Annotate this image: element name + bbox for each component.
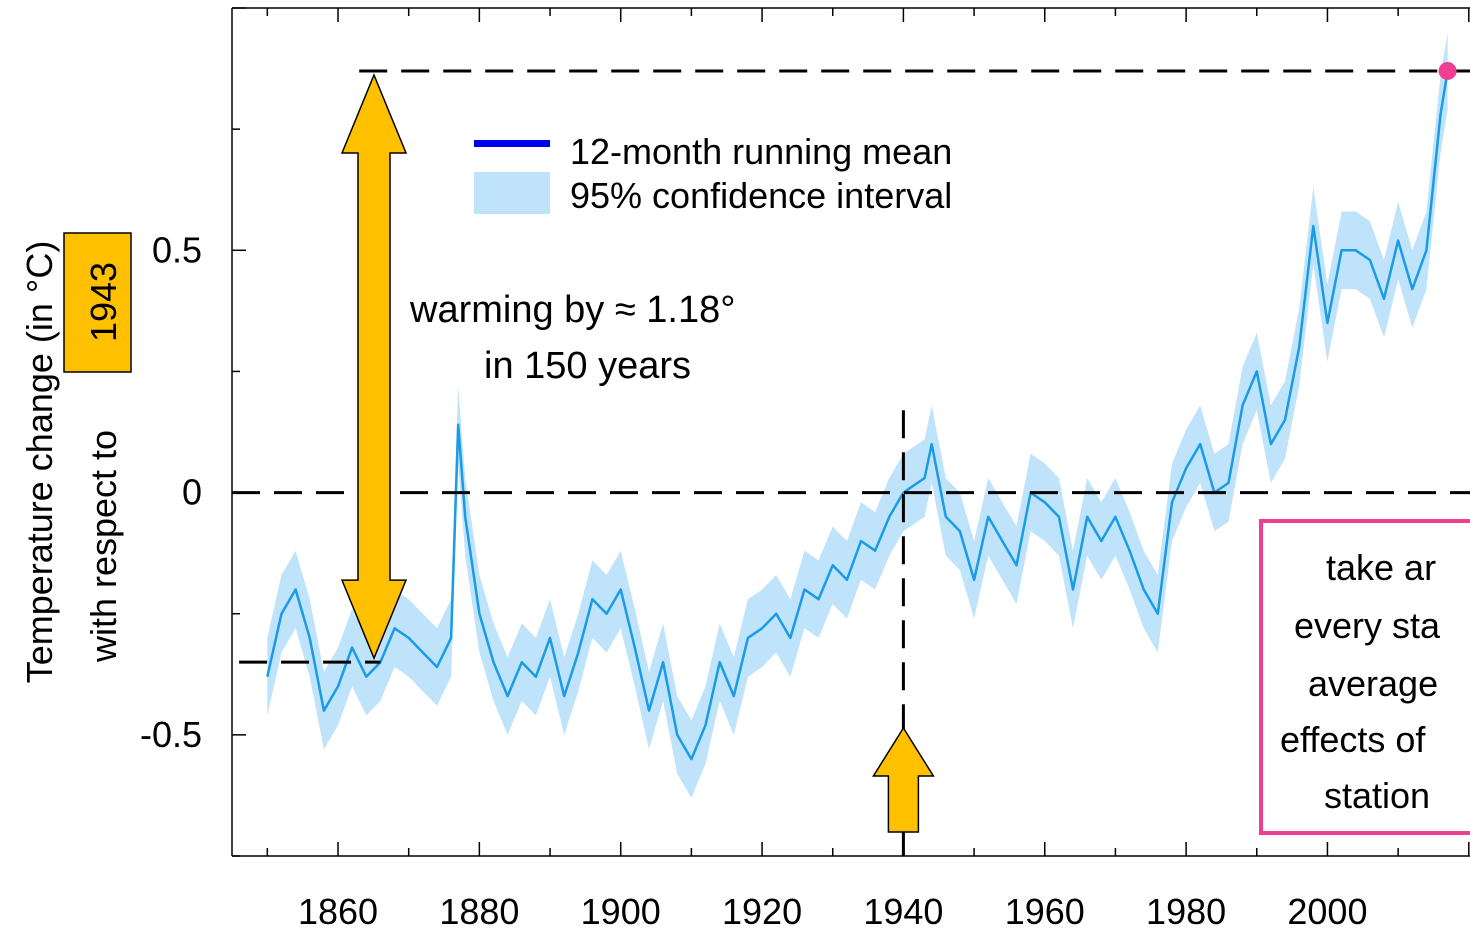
y-tick-label: 0	[182, 472, 202, 513]
info-box: take ar every sta average effects of sta…	[1259, 519, 1470, 835]
y-tick-label: 0.5	[152, 229, 202, 270]
x-tick-label: 1900	[581, 891, 661, 930]
info-box-line-1: take ar	[1326, 547, 1436, 588]
running-mean-layer	[266, 70, 1449, 761]
info-box-line-3: average	[1308, 663, 1438, 704]
warming-annotation-line1: warming by ≈ 1.18°	[409, 289, 735, 331]
legend: 12-month running mean 95% confidence int…	[474, 131, 952, 216]
info-box-frame	[1259, 519, 1470, 835]
x-tick-label: 1880	[439, 891, 519, 930]
reference-lines-layer	[232, 61, 1470, 856]
warming-annotation-line2: in 150 years	[484, 345, 691, 387]
x-tick-label: 1920	[722, 891, 802, 930]
legend-label-running-mean: 12-month running mean	[570, 131, 952, 172]
end-point-marker	[1438, 61, 1457, 80]
reference-year-highlight	[63, 232, 132, 373]
running-mean-line	[266, 70, 1449, 761]
x-tick-label: 2000	[1287, 891, 1367, 930]
y-axis-label: Temperature change (in °C) with respect …	[19, 232, 132, 684]
info-box-line-4: effects of	[1280, 719, 1426, 760]
legend-swatch-band	[474, 172, 550, 214]
warming-double-arrow	[340, 73, 408, 661]
info-box-line-2: every sta	[1294, 605, 1441, 646]
x-tick-label: 1940	[863, 891, 943, 930]
y-axis-label-line2: with respect to	[83, 430, 124, 663]
reference-year-arrow	[872, 726, 935, 833]
y-axis-label-highlight-year: 1943	[83, 262, 124, 342]
y-tick-label: -0.5	[140, 714, 202, 755]
legend-label-confidence-interval: 95% confidence interval	[570, 175, 952, 216]
x-tick-label: 1980	[1146, 891, 1226, 930]
info-box-line-5: station	[1324, 775, 1430, 816]
annotation-layer	[340, 73, 935, 833]
y-axis-label-line1: Temperature change (in °C)	[19, 241, 60, 684]
x-tick-label: 1960	[1005, 891, 1085, 930]
x-tick-label: 1860	[298, 891, 378, 930]
axes-layer: 1860 1880 1900 1920 1940 1960 1980 2000 0.5 0 -0.5	[140, 7, 1470, 930]
legend-swatch-line	[474, 140, 550, 147]
